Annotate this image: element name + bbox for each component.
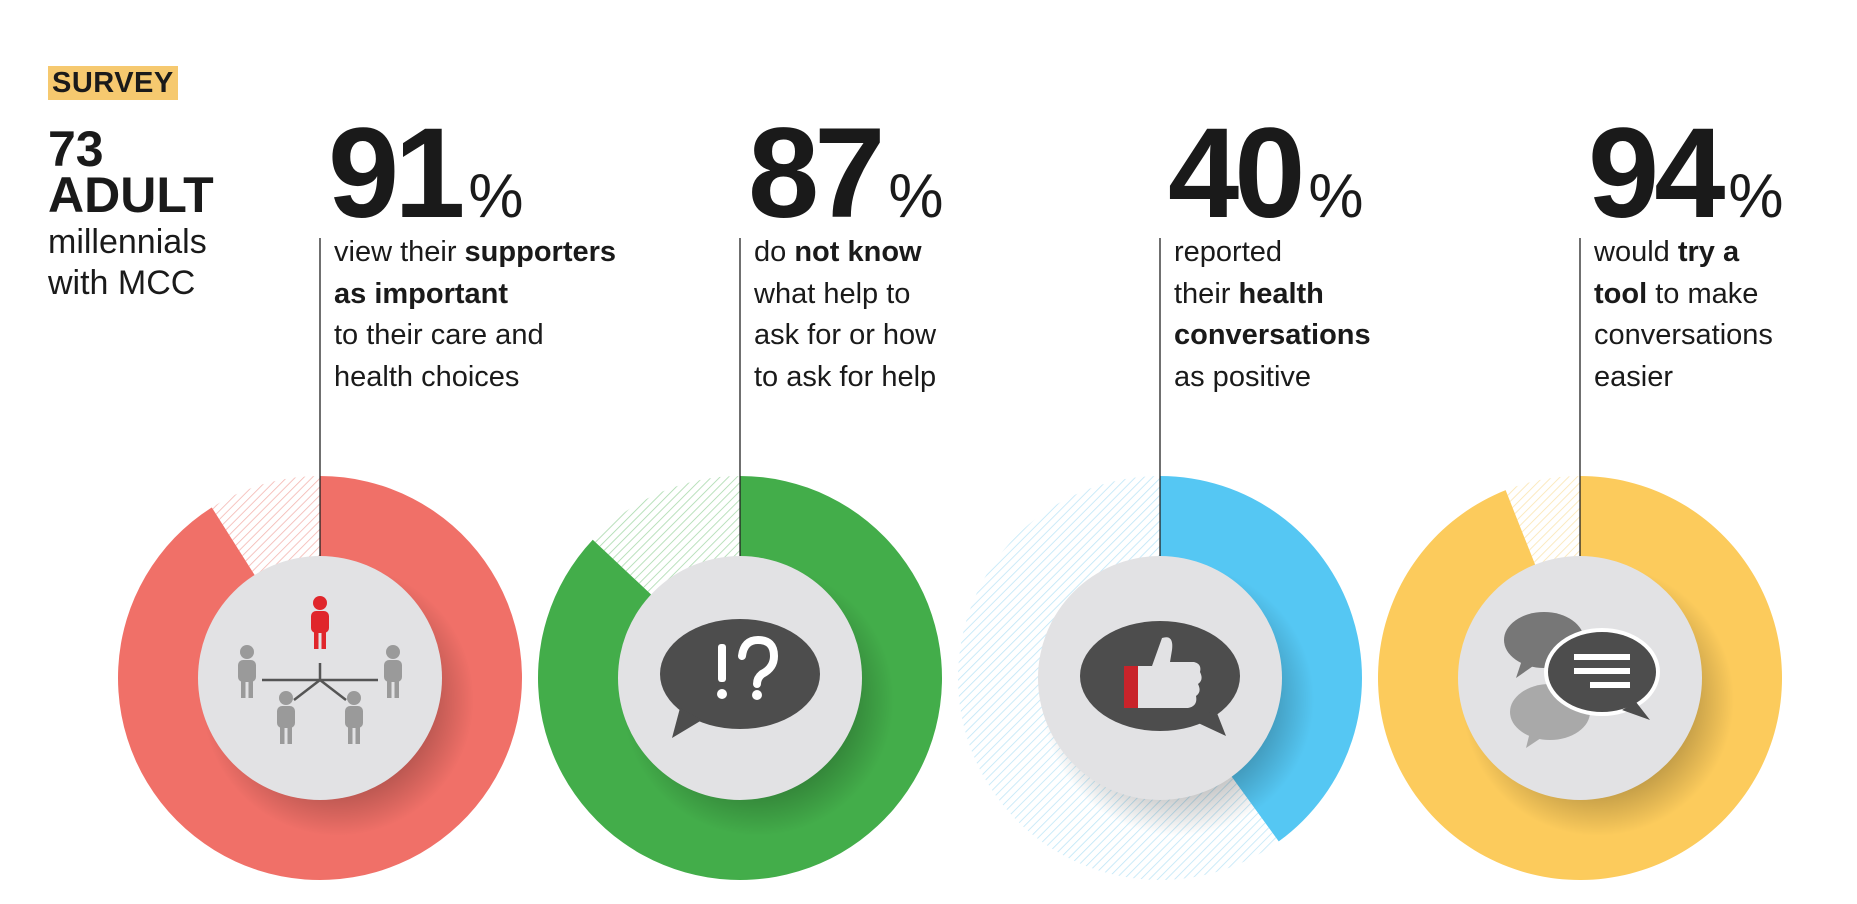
stat-description: would try a tool to make conversations easi… (1594, 232, 1857, 398)
emphasis-text: conversations (1174, 319, 1371, 351)
description-text: easier (1594, 360, 1673, 393)
stat-value: 94 (1588, 102, 1725, 245)
description-line: tool to make (1594, 274, 1857, 316)
description-text: conversations (1594, 319, 1773, 351)
description-line: easier (1594, 357, 1857, 399)
description-line: reported (1174, 232, 1514, 274)
description-line: would try a (1594, 232, 1857, 274)
stat-description: view their supporters as important to thei… (334, 232, 674, 398)
emphasis-text: as important (334, 277, 509, 310)
description-text: health choices (334, 360, 520, 393)
description-text: reported (1174, 236, 1283, 268)
respondent-group: ADULT (48, 167, 214, 223)
stat-value: 91 (328, 102, 465, 245)
people-network-icon (238, 596, 402, 744)
donut-3 (1377, 238, 1782, 880)
survey-summary: 73 ADULT millennials with MCC (48, 124, 214, 304)
description-line: what help to (754, 274, 1094, 316)
emphasis-text: health (1238, 277, 1324, 310)
description-text: as positive (1174, 360, 1312, 393)
stat-description: do not know what help to ask for or how to … (754, 232, 1094, 398)
stat-value: 87 (748, 102, 885, 245)
stat-block-supporters: 91% view their supporters as important to … (328, 110, 616, 393)
stat-percent: 94% (1588, 110, 1784, 238)
stat-block-try-tool: 94% would try a tool to make conversations… (1588, 110, 1784, 393)
thumbs-up-bubble-icon (1080, 621, 1240, 736)
stat-value: 40 (1168, 102, 1305, 245)
emphasis-text: supporters (464, 236, 617, 268)
respondent-desc-1: millennials (48, 223, 207, 261)
description-text: their (1174, 277, 1239, 310)
description-text: to their care and (334, 319, 544, 351)
percent-sign: % (1728, 162, 1784, 231)
question-bubble-icon (660, 619, 820, 738)
emphasis-text: try a (1677, 236, 1740, 268)
stat-block-positive: 40% reported their health conversations as … (1168, 110, 1371, 393)
description-line: to their care and (334, 315, 674, 357)
survey-tag: SURVEY (48, 66, 178, 100)
description-line: view their supporters (334, 232, 674, 274)
description-text: would (1594, 236, 1678, 268)
stat-percent: 91% (328, 110, 524, 238)
respondent-count: 73 (48, 121, 104, 177)
stat-percent: 87% (748, 110, 944, 238)
stat-block-not-know: 87% do not know what help to ask for or ho… (748, 110, 944, 393)
donut-1 (538, 238, 943, 881)
stat-percent: 40% (1168, 110, 1364, 238)
chat-bubbles-icon (1504, 612, 1660, 748)
donut-0 (118, 238, 523, 880)
description-line: as positive (1174, 357, 1514, 399)
description-line: ask for or how (754, 315, 1094, 357)
emphasis-text: tool (1594, 277, 1648, 310)
description-line: do not know (754, 232, 1094, 274)
donut-2 (957, 238, 1362, 881)
description-text: what help to (754, 277, 911, 310)
description-text: ask for or how (754, 319, 937, 351)
percent-sign: % (1308, 162, 1364, 231)
percent-sign: % (468, 162, 524, 231)
description-line: as important (334, 274, 674, 316)
description-line: health choices (334, 357, 674, 399)
description-text: to ask for help (754, 360, 937, 393)
emphasis-text: not know (794, 236, 922, 268)
percent-sign: % (888, 162, 944, 231)
description-line: their health (1174, 274, 1514, 316)
description-line: conversations (1174, 315, 1514, 357)
description-text: to make (1647, 277, 1759, 310)
stat-description: reported their health conversations as posi… (1174, 232, 1514, 398)
description-line: to ask for help (754, 357, 1094, 399)
description-text: do (754, 236, 795, 268)
respondent-desc-2: with MCC (48, 264, 196, 302)
description-text: view their (334, 236, 465, 268)
description-line: conversations (1594, 315, 1857, 357)
